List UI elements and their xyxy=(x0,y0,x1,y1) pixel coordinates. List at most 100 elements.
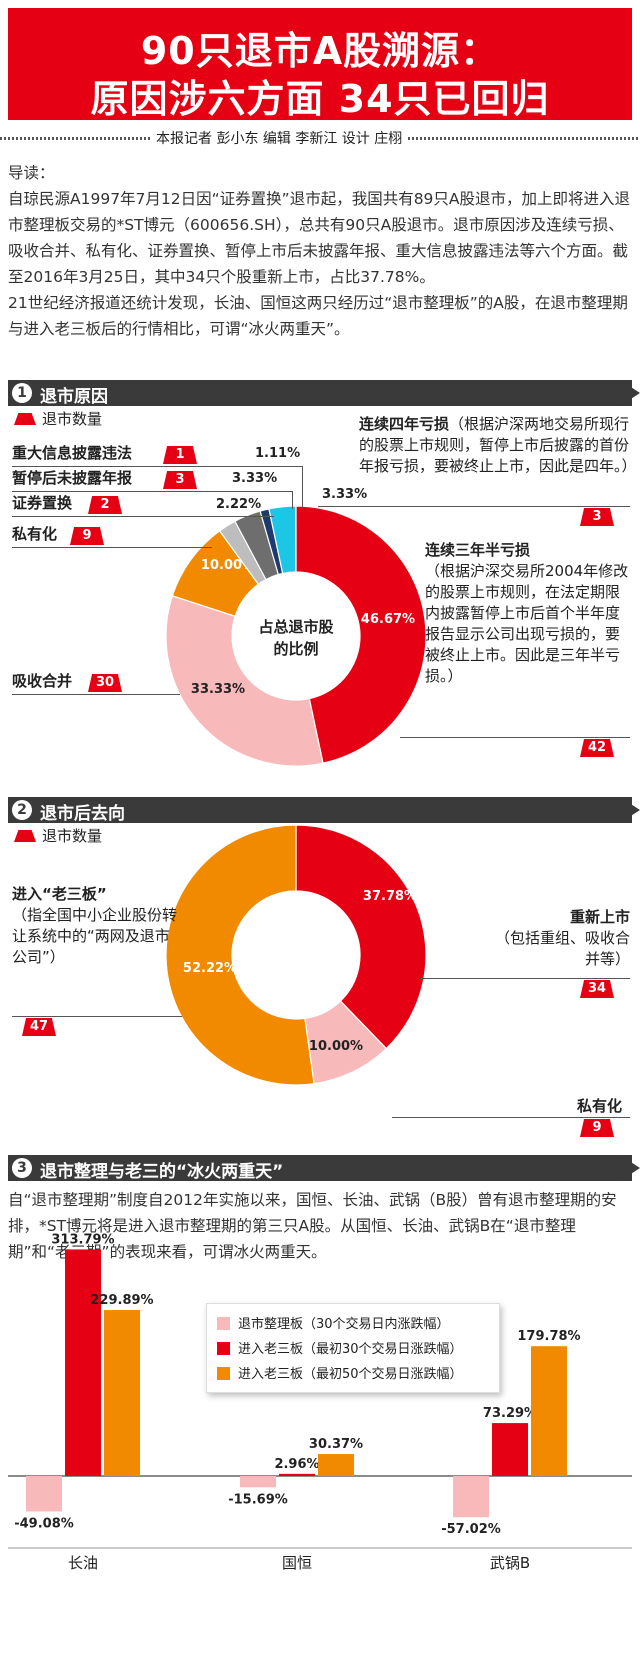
badge-four-year-loss: 3 xyxy=(580,508,614,526)
intro-block: 导读： 自琼民源A1997年7月12日因“证券置换”退市起，我国共有89只A股退… xyxy=(8,160,632,342)
bar-value-label-2-2: 179.78% xyxy=(517,1329,580,1344)
badge-info-violation: 1 xyxy=(163,446,197,464)
badge-securities-swap: 2 xyxy=(88,496,122,514)
bar-2-2 xyxy=(531,1346,567,1476)
leader-old-third-board xyxy=(12,1016,182,1017)
bar-chart-legend: 退市整理板（30个交易日内涨跌幅） 进入老三板（最初30个交易日涨跌幅） 进入老… xyxy=(206,1303,500,1393)
intro-paragraph-1: 自琼民源A1997年7月12日因“证券置换”退市起，我国共有89只A股退市，加上… xyxy=(8,190,631,286)
donut-slice-0 xyxy=(295,505,427,764)
bar-value-label-0-2: 229.89% xyxy=(90,1293,153,1308)
bar-value-label-2-1: 73.29% xyxy=(483,1406,537,1421)
section-2-arrow xyxy=(620,797,640,823)
section-2-header: 2 退市后去向 xyxy=(8,797,640,824)
leader-relisted xyxy=(420,978,630,979)
donut-slice-label-0: 46.67% xyxy=(361,612,415,627)
section-3-arrow xyxy=(620,1155,640,1181)
donut-slice-5 xyxy=(259,508,284,576)
badge-three-half-year-loss: 42 xyxy=(580,739,614,757)
leader-three-half-year-loss xyxy=(400,737,630,738)
bar-category-label-1: 国恒 xyxy=(282,1554,312,1572)
legend-swatch-0 xyxy=(217,1317,230,1330)
donut-slice-1 xyxy=(165,595,324,767)
callout-old-third-board: 进入“老三板” （指全国中小企业股份转让系统中的“两网及退市公司”） xyxy=(12,885,178,966)
bar-value-label-1-0: -15.69% xyxy=(228,1492,288,1507)
bar-1-2 xyxy=(318,1454,354,1476)
bar-1-1 xyxy=(279,1473,315,1476)
section-2-legend: 退市数量 xyxy=(14,825,102,846)
pct-four-year-loss: 3.33% xyxy=(322,487,368,502)
legend-text-1: 进入老三板（最初30个交易日涨跌幅） xyxy=(238,1342,463,1357)
section-1-title: 退市原因 xyxy=(40,387,108,407)
section-2-number: 2 xyxy=(12,800,32,820)
section-3-header: 3 退市整理与老三的“冰火两重天” xyxy=(8,1155,640,1182)
legend-text-0: 退市整理板（30个交易日内涨跌幅） xyxy=(238,1317,450,1332)
title-banner: 90只退市A股溯源： 原因涉六方面 34只已回归 xyxy=(8,8,632,121)
intro-heading: 导读： xyxy=(8,164,55,182)
leader-four-year-loss xyxy=(318,506,630,507)
vleader-info-violation xyxy=(302,466,303,508)
callout-privatization: 私有化 xyxy=(12,525,58,543)
callout-four-year-loss: 连续四年亏损（根据沪深两地交易所现行的股票上市规则，暂停上市后披露的首份年报亏损… xyxy=(359,415,637,475)
bar-value-label-2-0: -57.02% xyxy=(441,1522,501,1537)
bar-0-1 xyxy=(65,1249,101,1476)
donut-slice-label-0: 37.78% xyxy=(363,889,417,904)
bar-category-label-0: 长油 xyxy=(68,1554,98,1572)
bar-2-1 xyxy=(492,1423,528,1476)
bar-0-2 xyxy=(104,1310,140,1476)
legend-swatch xyxy=(14,830,36,842)
legend-swatch-2 xyxy=(217,1367,230,1380)
legend-row-2: 进入老三板（最初50个交易日涨跌幅） xyxy=(217,1362,489,1387)
bar-value-label-1-1: 2.96% xyxy=(274,1457,319,1472)
bar-value-label-1-2: 30.37% xyxy=(309,1437,363,1452)
section-1-legend: 退市数量 xyxy=(14,408,102,429)
donut-slice-label-2: 10.00% xyxy=(201,558,255,573)
section-3-number: 3 xyxy=(12,1158,32,1178)
badge-merger: 30 xyxy=(88,674,122,692)
credits-line: 本报记者 彭小东 编辑 李新江 设计 庄栩 xyxy=(0,128,640,148)
callout-three-half-year-loss: 连续三年半亏损 （根据沪深交易所2004年修改的股票上市规则，在法定期限内披露暂停… xyxy=(425,541,629,685)
leader-merger xyxy=(12,694,180,695)
pct-info-violation: 1.11% xyxy=(255,446,301,461)
callout-private-2: 私有化 xyxy=(577,1097,623,1115)
donut-slice-1 xyxy=(304,1000,388,1085)
donut-slice-label-1: 10.00% xyxy=(309,1039,363,1054)
badge-old-third-board: 47 xyxy=(22,1018,56,1036)
section-2-title: 退市后去向 xyxy=(40,804,125,824)
callout-securities-swap: 证券置换 xyxy=(12,494,73,512)
legend-label: 退市数量 xyxy=(42,410,103,428)
legend-row-0: 退市整理板（30个交易日内涨跌幅） xyxy=(217,1312,489,1337)
donut-slice-label-1: 33.33% xyxy=(191,682,245,697)
bar-1-0 xyxy=(240,1476,276,1488)
credits-text: 本报记者 彭小东 编辑 李新江 设计 庄栩 xyxy=(150,128,409,148)
badge-suspend-no-report: 3 xyxy=(163,471,197,489)
legend-row-1: 进入老三板（最初30个交易日涨跌幅） xyxy=(217,1337,489,1362)
legend-text-2: 进入老三板（最初50个交易日涨跌幅） xyxy=(238,1367,463,1382)
donut-slice-4 xyxy=(234,510,280,581)
donut-center-label-1: 的比例 xyxy=(273,640,318,658)
section-1-header: 1 退市原因 xyxy=(8,380,640,407)
section-1-number: 1 xyxy=(12,383,32,403)
section-3-title: 退市整理与老三的“冰火两重天” xyxy=(40,1162,284,1182)
bar-value-label-0-0: -49.08% xyxy=(14,1516,74,1531)
section-1-arrow xyxy=(620,380,640,406)
legend-swatch xyxy=(14,413,36,425)
legend-label: 退市数量 xyxy=(42,827,103,845)
bar-category-label-2: 武锅B xyxy=(490,1554,530,1572)
badge-relisted: 34 xyxy=(580,980,614,998)
leader-securities-swap xyxy=(12,516,274,517)
intro-paragraph-2: 21世纪经济报道还统计发现，长油、国恒这两只经历过“退市整理板”的A股，在退市整… xyxy=(8,294,628,338)
badge-private-2: 9 xyxy=(580,1119,614,1137)
badge-privatization: 9 xyxy=(70,527,104,545)
title-line-1: 90只退市A股溯源： xyxy=(140,29,500,73)
donut-center-label-0: 占总退市股 xyxy=(258,618,334,636)
callout-suspend-no-report: 暂停后未披露年报 xyxy=(12,469,133,487)
leader-privatization xyxy=(12,547,212,548)
callout-info-violation: 重大信息披露违法 xyxy=(12,444,133,462)
callout-relisted: 重新上市 （包括重组、吸收合并等） xyxy=(494,908,630,968)
donut-slice-2 xyxy=(171,529,260,617)
leader-suspend-no-report xyxy=(12,491,292,492)
section-3-text: 自“退市整理期”制度自2012年实施以来，国恒、长油、武锅（B股）曾有退市整理期… xyxy=(8,1191,617,1261)
donut-slice-label-2: 52.22% xyxy=(183,961,237,976)
callout-merger: 吸收合并 xyxy=(12,672,73,690)
bar-2-0 xyxy=(453,1476,489,1518)
